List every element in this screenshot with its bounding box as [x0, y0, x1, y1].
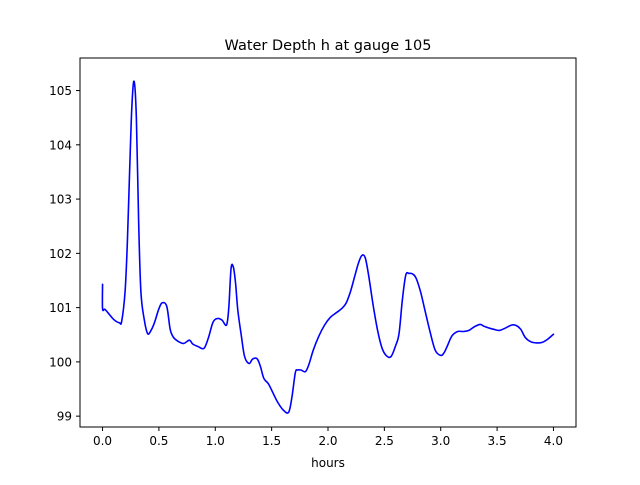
y-tick-label: 103	[49, 193, 72, 207]
y-tick-label: 105	[49, 84, 72, 98]
plot-frame	[79, 57, 577, 428]
x-tick-label: 4.0	[544, 434, 563, 448]
x-tick-label: 0.0	[93, 434, 112, 448]
chart-title: Water Depth h at gauge 105	[225, 38, 432, 54]
x-axis: 0.0 0.5 1.0 1.5 2.0 2.5 3.0 3.5 4.0	[93, 427, 563, 448]
y-axis: 99 100 101 102 103 104 105	[49, 84, 80, 424]
x-tick-label: 2.5	[375, 434, 394, 448]
x-tick-label: 3.0	[431, 434, 450, 448]
x-tick-label: 1.5	[262, 434, 281, 448]
x-axis-label: hours	[311, 456, 345, 470]
x-tick-label: 2.0	[318, 434, 337, 448]
y-tick-label: 102	[49, 247, 72, 261]
y-tick-label: 100	[49, 355, 72, 369]
x-tick-label: 0.5	[149, 434, 168, 448]
y-tick-label: 101	[49, 301, 72, 315]
x-tick-label: 1.0	[206, 434, 225, 448]
y-tick-label: 99	[57, 410, 72, 424]
x-tick-label: 3.5	[488, 434, 507, 448]
plot-area	[101, 80, 555, 414]
series-line	[101, 80, 555, 414]
y-tick-label: 104	[49, 138, 72, 152]
